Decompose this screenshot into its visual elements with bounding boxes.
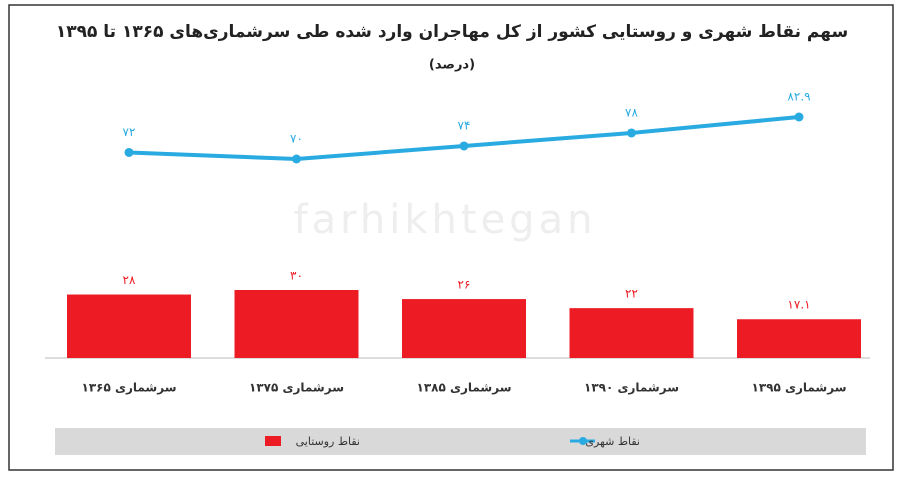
data-label: ۲۸ <box>123 273 136 287</box>
data-label: ۷۰ <box>290 132 303 146</box>
data-label: ۲۲ <box>625 287 638 301</box>
x-tick-label: سرشماری ۱۳۷۵ <box>249 381 344 395</box>
watermark: farhikhtegan <box>294 197 597 243</box>
data-label: ۷۲ <box>123 125 136 139</box>
x-tick-label: سرشماری ۱۳۶۵ <box>82 381 177 395</box>
point <box>627 128 636 138</box>
frame <box>8 4 894 471</box>
bar <box>569 308 694 358</box>
point <box>124 147 134 157</box>
data-label: ۷۴ <box>458 118 471 132</box>
legend-label: نقاط شهری <box>585 435 640 448</box>
bar <box>737 319 861 358</box>
legend-label: نقاط روستایی <box>296 435 360 448</box>
x-tick-label: سرشماری ۱۳۸۵ <box>417 381 512 395</box>
point <box>292 154 301 164</box>
data-label: ۸۲.۹ <box>787 90 810 104</box>
x-tick-label: سرشماری ۱۳۹۵ <box>752 381 847 395</box>
chart-title: سهم نقاط شهری و روستایی کشور از کل مهاجر… <box>56 22 848 42</box>
bar <box>67 294 191 358</box>
chart-subtitle: (درصد) <box>429 58 475 73</box>
bar <box>234 290 359 358</box>
point <box>459 141 469 151</box>
data-label: ۲۶ <box>458 278 471 292</box>
legend <box>55 428 866 455</box>
data-label: ۳۰ <box>290 269 303 283</box>
point <box>794 112 804 122</box>
data-label: ۱۷.۱ <box>787 298 810 312</box>
legend-swatch <box>265 436 281 446</box>
bar <box>402 299 526 358</box>
data-label: ۷۸ <box>625 105 638 119</box>
x-tick-label: سرشماری ۱۳۹۰ <box>584 381 679 395</box>
legend-swatch <box>579 437 587 445</box>
